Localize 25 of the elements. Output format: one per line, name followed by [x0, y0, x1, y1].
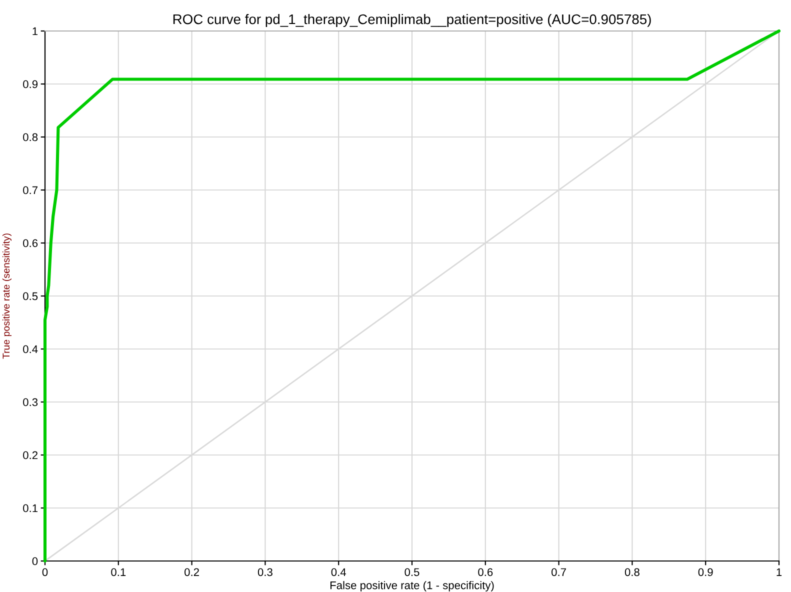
- y-tick-label: 1: [32, 27, 38, 36]
- y-tick-label: 0.8: [23, 133, 38, 142]
- y-tick-label: 0.4: [23, 345, 38, 354]
- x-tick-label: 0.9: [698, 568, 713, 576]
- x-tick-label: 1: [776, 568, 782, 576]
- x-tick-label: 0.6: [478, 568, 493, 576]
- x-tick-label: 0.7: [552, 568, 566, 576]
- x-tick-label: 0.5: [404, 568, 420, 576]
- x-tick-label: 0.2: [184, 568, 199, 576]
- y-tick-label: 0.6: [23, 239, 38, 248]
- y-tick-label: 0.3: [23, 398, 38, 406]
- chart-title: ROC curve for pd_1_therapy_Cemiplimab__patient=positive (AUC=0.905785): [173, 14, 651, 27]
- x-tick-label: 0.1: [111, 568, 126, 576]
- y-tick-label: 0.2: [23, 451, 38, 460]
- x-tick-label: 0.3: [258, 568, 272, 576]
- x-tick-label: 0: [42, 568, 48, 576]
- y-tick-label: 0: [32, 557, 38, 566]
- x-tick-label: 0.8: [624, 568, 640, 576]
- y-tick-label: 0.7: [23, 186, 38, 194]
- y-axis-title: True positive rate (sensitivity): [2, 234, 12, 359]
- x-axis-title: False positive rate (1 - specificity): [330, 581, 494, 592]
- y-tick-label: 0.1: [23, 504, 38, 512]
- y-tick-label: 0.9: [23, 80, 38, 88]
- y-tick-label: 0.5: [23, 292, 38, 300]
- x-tick-label: 0.4: [331, 568, 346, 576]
